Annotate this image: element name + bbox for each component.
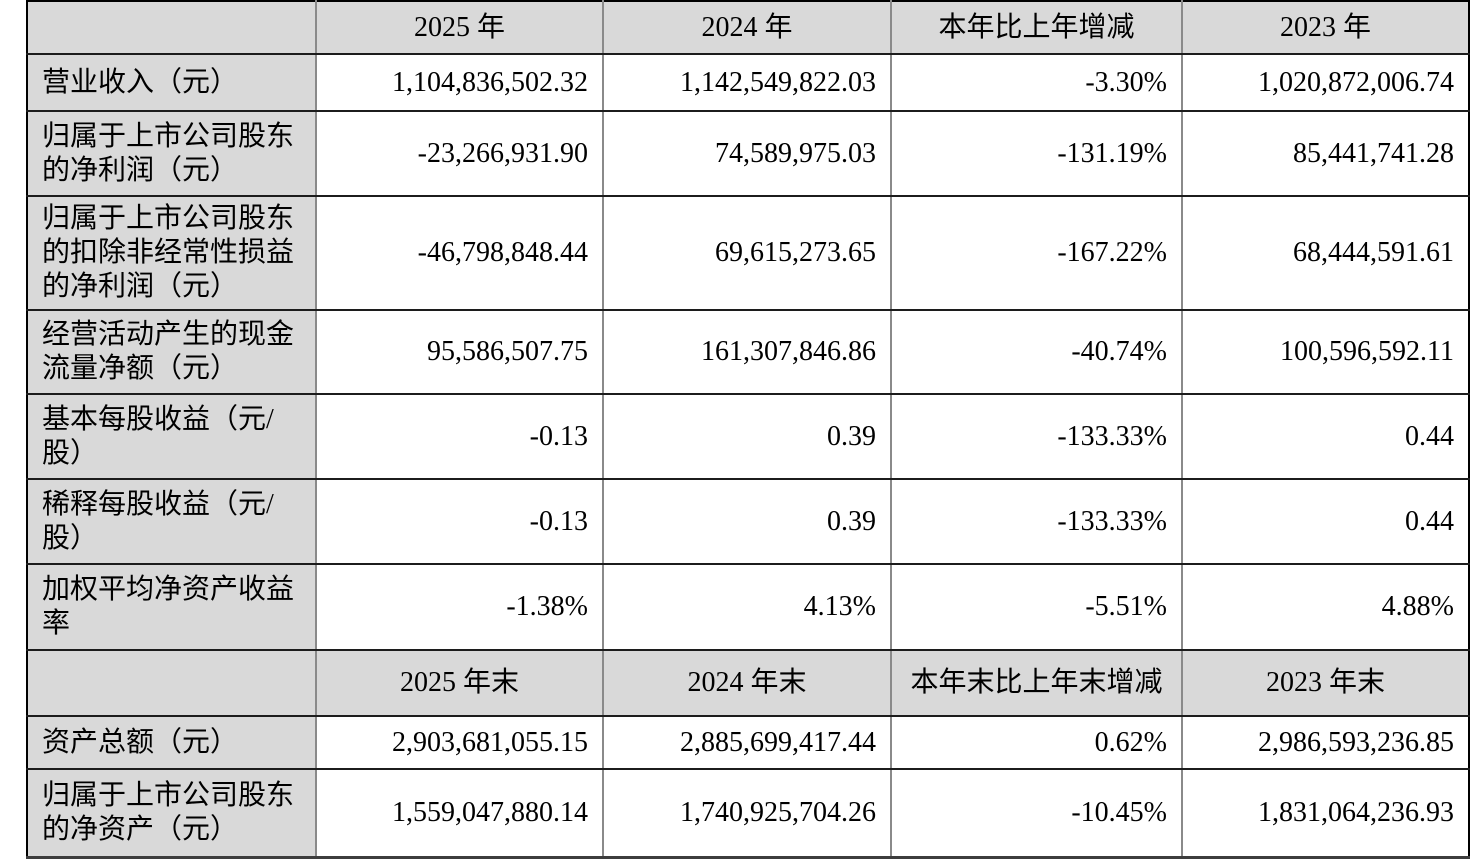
value-cell-2025: -0.13 bbox=[315, 478, 604, 565]
corner-cell bbox=[26, 0, 317, 55]
column-header-2025-end: 2025 年末 bbox=[315, 649, 604, 717]
column-header-2024-end: 2024 年末 bbox=[602, 649, 892, 717]
table-row-operating-revenue: 营业收入（元） 1,104,836,502.32 1,142,549,822.0… bbox=[26, 53, 1470, 112]
column-header-end-change: 本年末比上年末增减 bbox=[890, 649, 1183, 717]
value-cell-change: -133.33% bbox=[890, 393, 1183, 480]
value-cell-2025: -0.13 bbox=[315, 393, 604, 480]
value-cell-change: -3.30% bbox=[890, 53, 1183, 112]
table-header-row-period-end: 2025 年末 2024 年末 本年末比上年末增减 2023 年末 bbox=[26, 649, 1470, 717]
column-header-yoy-change: 本年比上年增减 bbox=[890, 0, 1183, 55]
value-cell-2025: -23,266,931.90 bbox=[315, 110, 604, 197]
table-row-net-profit-excl-nonrecurring: 归属于上市公司股东的扣除非经常性损益的净利润（元） -46,798,848.44… bbox=[26, 195, 1470, 311]
value-cell-change: -167.22% bbox=[890, 195, 1183, 311]
value-cell-2025: 2,903,681,055.15 bbox=[315, 715, 604, 770]
value-cell-change: -40.74% bbox=[890, 309, 1183, 395]
value-cell-2023: 1,020,872,006.74 bbox=[1181, 53, 1470, 112]
row-label-cell: 归属于上市公司股东的扣除非经常性损益的净利润（元） bbox=[26, 195, 317, 311]
financial-summary-table: 2025 年 2024 年 本年比上年增减 2023 年 营业收入（元） 1,1… bbox=[26, 0, 1470, 859]
row-label-cell: 营业收入（元） bbox=[26, 53, 317, 112]
value-cell-change: -133.33% bbox=[890, 478, 1183, 565]
value-cell-change: -131.19% bbox=[890, 110, 1183, 197]
table-row-net-profit: 归属于上市公司股东的净利润（元） -23,266,931.90 74,589,9… bbox=[26, 110, 1470, 197]
value-cell-2023: 68,444,591.61 bbox=[1181, 195, 1470, 311]
table-row-total-assets: 资产总额（元） 2,903,681,055.15 2,885,699,417.4… bbox=[26, 715, 1470, 770]
value-cell-2024: 0.39 bbox=[602, 478, 892, 565]
value-cell-2023: 0.44 bbox=[1181, 478, 1470, 565]
value-cell-2023: 85,441,741.28 bbox=[1181, 110, 1470, 197]
value-cell-2025: 95,586,507.75 bbox=[315, 309, 604, 395]
value-cell-2025: -46,798,848.44 bbox=[315, 195, 604, 311]
table-row-weighted-avg-roe: 加权平均净资产收益率 -1.38% 4.13% -5.51% 4.88% bbox=[26, 563, 1470, 651]
row-label-cell: 资产总额（元） bbox=[26, 715, 317, 770]
value-cell-2024: 2,885,699,417.44 bbox=[602, 715, 892, 770]
table-row-operating-cash-flow: 经营活动产生的现金流量净额（元） 95,586,507.75 161,307,8… bbox=[26, 309, 1470, 395]
row-label-cell: 基本每股收益（元/股） bbox=[26, 393, 317, 480]
value-cell-2025: 1,559,047,880.14 bbox=[315, 768, 604, 859]
value-cell-2024: 69,615,273.65 bbox=[602, 195, 892, 311]
value-cell-2024: 74,589,975.03 bbox=[602, 110, 892, 197]
row-label-cell: 稀释每股收益（元/股） bbox=[26, 478, 317, 565]
column-header-2023: 2023 年 bbox=[1181, 0, 1470, 55]
value-cell-2024: 1,740,925,704.26 bbox=[602, 768, 892, 859]
value-cell-2025: 1,104,836,502.32 bbox=[315, 53, 604, 112]
column-header-2025: 2025 年 bbox=[315, 0, 604, 55]
value-cell-2023: 100,596,592.11 bbox=[1181, 309, 1470, 395]
value-cell-2023: 4.88% bbox=[1181, 563, 1470, 651]
table-header-row-period: 2025 年 2024 年 本年比上年增减 2023 年 bbox=[26, 0, 1470, 55]
row-label-cell: 加权平均净资产收益率 bbox=[26, 563, 317, 651]
value-cell-2024: 161,307,846.86 bbox=[602, 309, 892, 395]
value-cell-change: 0.62% bbox=[890, 715, 1183, 770]
column-header-2023-end: 2023 年末 bbox=[1181, 649, 1470, 717]
column-header-2024: 2024 年 bbox=[602, 0, 892, 55]
value-cell-change: -5.51% bbox=[890, 563, 1183, 651]
row-label-cell: 归属于上市公司股东的净资产（元） bbox=[26, 768, 317, 859]
value-cell-2023: 1,831,064,236.93 bbox=[1181, 768, 1470, 859]
row-label-cell: 经营活动产生的现金流量净额（元） bbox=[26, 309, 317, 395]
value-cell-2024: 0.39 bbox=[602, 393, 892, 480]
row-label-cell: 归属于上市公司股东的净利润（元） bbox=[26, 110, 317, 197]
table-row-diluted-eps: 稀释每股收益（元/股） -0.13 0.39 -133.33% 0.44 bbox=[26, 478, 1470, 565]
table-row-basic-eps: 基本每股收益（元/股） -0.13 0.39 -133.33% 0.44 bbox=[26, 393, 1470, 480]
table-row-net-assets: 归属于上市公司股东的净资产（元） 1,559,047,880.14 1,740,… bbox=[26, 768, 1470, 859]
value-cell-2025: -1.38% bbox=[315, 563, 604, 651]
value-cell-2023: 2,986,593,236.85 bbox=[1181, 715, 1470, 770]
value-cell-2023: 0.44 bbox=[1181, 393, 1470, 480]
value-cell-2024: 1,142,549,822.03 bbox=[602, 53, 892, 112]
value-cell-2024: 4.13% bbox=[602, 563, 892, 651]
corner-cell bbox=[26, 649, 317, 717]
value-cell-change: -10.45% bbox=[890, 768, 1183, 859]
